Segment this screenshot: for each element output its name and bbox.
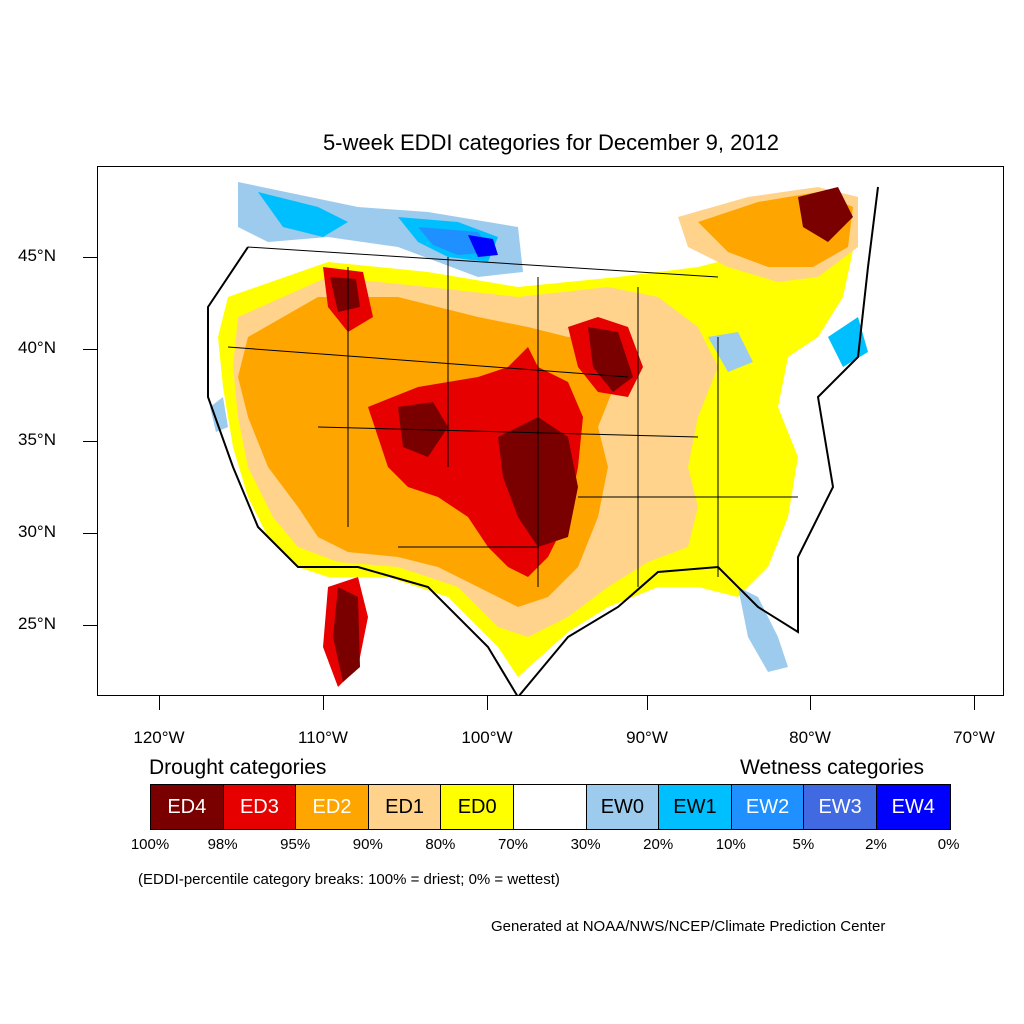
drought-heading: Drought categories	[149, 756, 327, 779]
percent-break-label: 98%	[207, 836, 238, 853]
lon-label-90: 90°W	[626, 728, 668, 747]
ew-region-west-coast	[210, 397, 228, 432]
legend-box-ew2: EW2	[731, 785, 805, 829]
ed4-region-idaho	[330, 277, 360, 312]
map-panel	[97, 166, 1004, 696]
legend-box-ed3: ED3	[223, 785, 297, 829]
lat-tick	[83, 441, 97, 442]
lon-label-80: 80°W	[789, 728, 831, 747]
lat-label-30: 30°N	[18, 522, 56, 541]
percent-break-label: 70%	[497, 836, 529, 853]
boundaries	[227, 246, 798, 587]
lon-label-110: 110°W	[298, 728, 348, 747]
lon-tick	[323, 696, 324, 710]
lon-tick	[159, 696, 160, 710]
lon-label-100: 100°W	[461, 728, 513, 747]
percent-break-label: 100%	[130, 836, 170, 853]
ed4-region-mexico	[333, 587, 360, 682]
lon-tick	[487, 696, 488, 710]
lat-tick	[83, 257, 97, 258]
legend-box-ew4: EW4	[876, 785, 950, 829]
lat-tick	[83, 349, 97, 350]
ed4-region-canada	[798, 187, 853, 242]
category-legend: ED4 ED3 ED2 ED1 ED0 EW0 EW1 EW2 EW3 EW4	[150, 784, 951, 830]
wetness-heading: Wetness categories	[740, 756, 925, 779]
lat-tick	[83, 533, 97, 534]
legend-box-ew1: EW1	[659, 785, 732, 829]
legend-box-ed4: ED4	[151, 785, 224, 829]
percent-break-label: 90%	[352, 836, 383, 853]
legend-box-normal	[513, 785, 587, 829]
ed4-region-iowa	[588, 327, 633, 392]
legend-box-ew3: EW3	[804, 785, 877, 829]
percent-break-label: 20%	[643, 836, 674, 853]
lon-tick	[647, 696, 648, 710]
percent-break-label: 30%	[570, 836, 601, 853]
percent-break-label: 2%	[865, 836, 887, 853]
eddi-map	[207, 177, 879, 695]
lat-label-45: 45°N	[18, 246, 56, 265]
lat-tick	[83, 625, 97, 626]
conus-coastline	[207, 186, 879, 695]
lat-label-35: 35°N	[18, 430, 56, 449]
lon-tick	[810, 696, 811, 710]
percent-break-label: 95%	[280, 836, 311, 853]
lat-label-40: 40°N	[18, 338, 56, 357]
ew-region-florida	[738, 587, 788, 672]
ew-region-great-lakes	[708, 332, 753, 372]
legend-box-ed0: ED0	[441, 785, 514, 829]
lon-label-70: 70°W	[953, 728, 995, 747]
percent-break-label: 80%	[425, 836, 456, 853]
category-note: (EDDI-percentile category breaks: 100% =…	[138, 871, 560, 888]
credit-line: Generated at NOAA/NWS/NCEP/Climate Predi…	[491, 918, 886, 935]
legend-box-ed2: ED2	[296, 785, 369, 829]
lat-label-25: 25°N	[18, 614, 56, 633]
percent-break-label: 10%	[715, 836, 746, 853]
lon-tick	[974, 696, 975, 710]
lon-label-120: 120°W	[133, 728, 185, 747]
legend-box-ed1: ED1	[368, 785, 442, 829]
ew4-region-north	[468, 235, 498, 257]
legend-box-ew0: EW0	[586, 785, 660, 829]
percent-break-label: 0%	[937, 836, 960, 853]
map-title: 5-week EDDI categories for December 9, 2…	[322, 130, 780, 155]
percent-break-label: 5%	[792, 836, 815, 853]
